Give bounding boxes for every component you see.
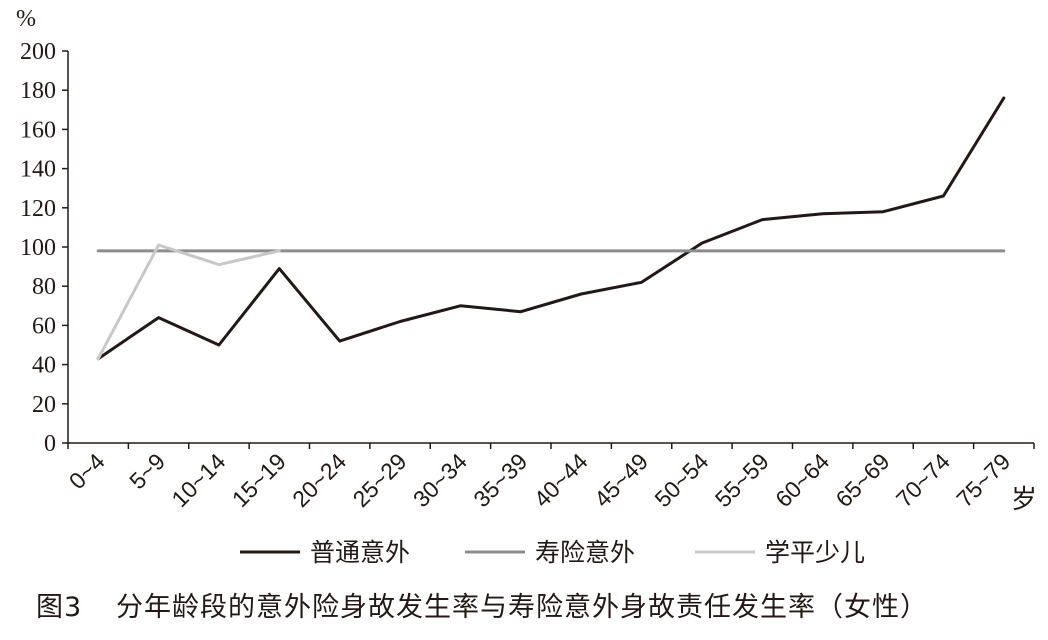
x-tick-label: 25~29 bbox=[348, 448, 412, 512]
y-tick-label: 180 bbox=[20, 78, 56, 104]
x-tick-label: 10~14 bbox=[166, 448, 230, 512]
x-tick-label: 15~19 bbox=[227, 448, 291, 512]
figure-caption: 图3 分年龄段的意外险身故发生率与寿险意外身故责任发生率（女性） bbox=[0, 585, 1048, 625]
axes: 0 20 40 60 80 100 120 140 160 180 200% 0~4 5~910~141… bbox=[16, 6, 1037, 515]
y-axis-label: % bbox=[16, 6, 36, 32]
x-axis-label: 岁 bbox=[1011, 485, 1037, 515]
x-tick-label: 0~4 bbox=[64, 448, 110, 494]
series-line-3 bbox=[96, 243, 281, 361]
x-tick-label: 20~24 bbox=[287, 448, 351, 512]
y-tick-label: 60 bbox=[32, 313, 56, 339]
y-tick-label: 160 bbox=[20, 117, 56, 143]
figure-number: 图3 bbox=[36, 592, 83, 623]
series-line-1 bbox=[96, 96, 1006, 361]
y-tick-label: 0 bbox=[44, 431, 56, 457]
y-tick-label: 100 bbox=[20, 235, 56, 261]
x-tick-label: 45~49 bbox=[589, 448, 653, 512]
y-tick-label: 140 bbox=[20, 157, 56, 183]
y-tick-label: 40 bbox=[32, 353, 56, 379]
y-tick-label: 200 bbox=[20, 39, 56, 65]
legend-label: 寿险意外 bbox=[535, 538, 635, 567]
x-tick-label: 55~59 bbox=[710, 448, 774, 512]
x-tick-label: 75~79 bbox=[951, 448, 1015, 512]
x-tick-label: 65~69 bbox=[831, 448, 895, 512]
series-lines bbox=[96, 96, 1006, 361]
legend: 普通意外 寿险意外 学平少儿 bbox=[240, 538, 865, 567]
figure-title: 分年龄段的意外险身故发生率与寿险意外身故责任发生率（女性） bbox=[116, 592, 928, 623]
legend-label: 普通意外 bbox=[310, 538, 410, 567]
x-tick-label: 50~54 bbox=[649, 448, 713, 512]
y-tick-label: 120 bbox=[20, 196, 56, 222]
x-tick-label: 40~44 bbox=[529, 448, 593, 512]
x-tick-label: 35~39 bbox=[468, 448, 532, 512]
x-tick-label: 70~74 bbox=[891, 448, 955, 512]
x-tick-label: 60~64 bbox=[770, 448, 834, 512]
x-tick-label: 30~34 bbox=[408, 448, 472, 512]
legend-label: 学平少儿 bbox=[765, 538, 865, 567]
x-tick-label: 5~9 bbox=[124, 448, 170, 494]
y-tick-label: 80 bbox=[32, 274, 56, 300]
y-tick-label: 20 bbox=[32, 392, 56, 418]
